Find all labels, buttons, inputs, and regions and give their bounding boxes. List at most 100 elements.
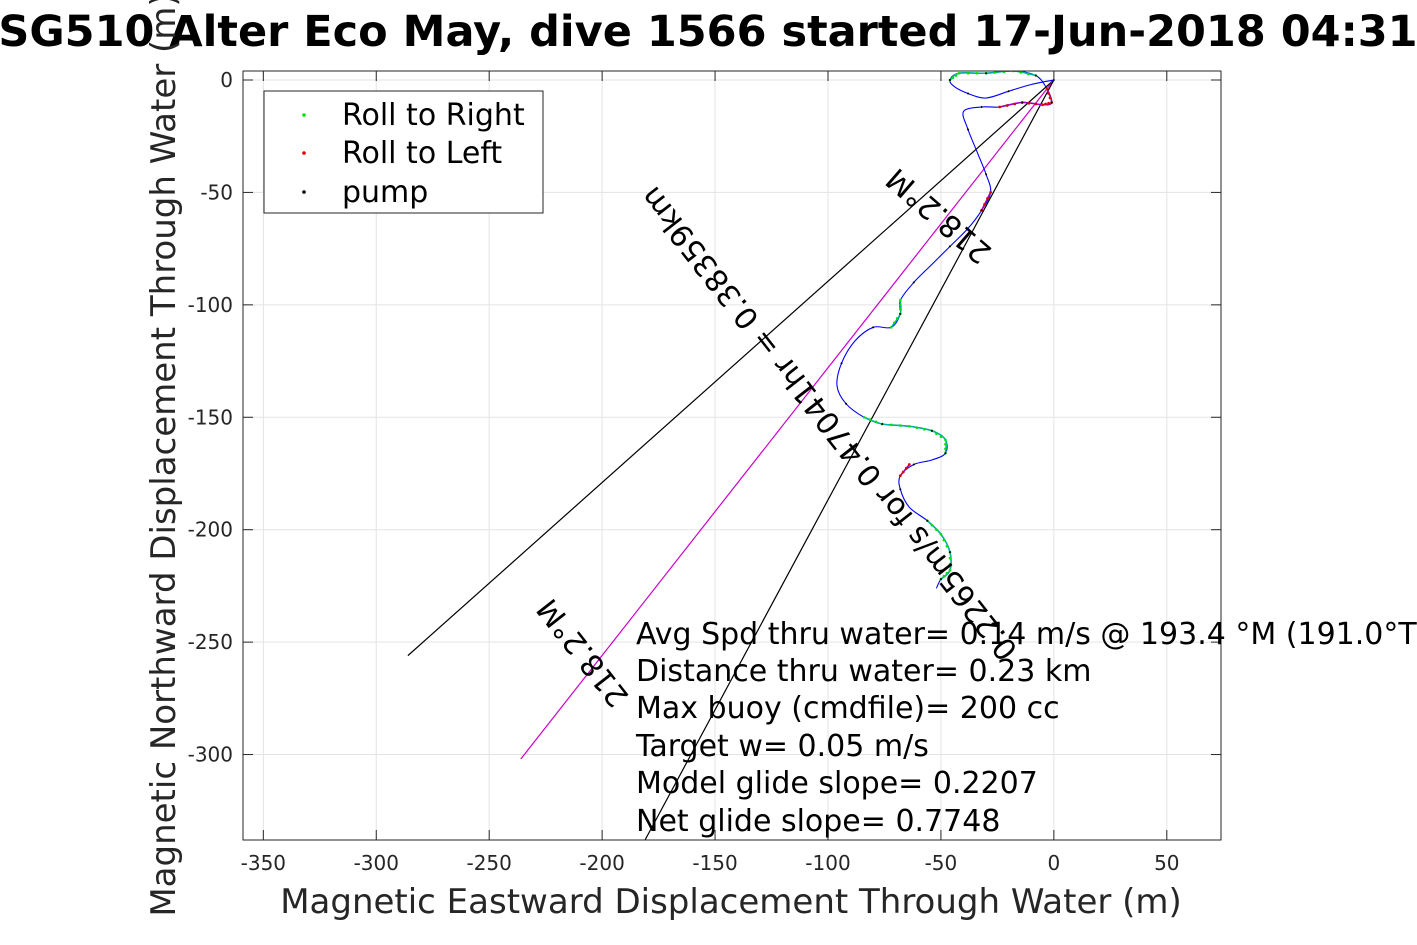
legend-marker-roll-left — [302, 151, 306, 155]
roll-right-point — [945, 571, 949, 575]
pump-point — [944, 452, 947, 455]
roll-right-point — [930, 523, 934, 527]
roll-right-point — [993, 71, 997, 74]
roll-left-point — [998, 105, 1002, 109]
legend: Roll to Right Roll to Left pump — [263, 90, 544, 214]
legend-marker-roll-right — [302, 113, 306, 117]
stat-model-glide-slope: Model glide slope= 0.2207 — [636, 766, 1038, 801]
legend-box — [263, 90, 544, 214]
stat-target-w: Target w= 0.05 m/s — [635, 729, 929, 764]
pump-point — [845, 402, 848, 405]
roll-left-point — [989, 191, 993, 194]
pump-point — [985, 173, 988, 176]
roll-left-point — [904, 466, 908, 470]
y-axis-label: Magnetic Northward Displacement Through … — [144, 0, 184, 917]
ray-middle — [520, 79, 1055, 760]
x-tick-label: -300 — [354, 851, 399, 875]
pump-point — [948, 551, 951, 554]
roll-right-point — [898, 308, 902, 311]
pump-point — [912, 463, 915, 466]
axis-tick-labels: -350 -300 -250 -200 -150 -100 -50 0 50 0 -50 -100 -1… — [188, 68, 1180, 875]
roll-right-point — [948, 562, 952, 566]
plot-frame — [242, 70, 1222, 841]
roll-right-point — [892, 321, 896, 325]
axis-ticks — [243, 71, 1221, 840]
pump-point — [930, 429, 933, 432]
stat-avg-speed: Avg Spd thru water= 0.14 m/s @ 193.4 °M … — [636, 617, 1417, 652]
chart-title: SG510 Alter Eco May, dive 1566 started 1… — [0, 7, 1417, 57]
roll-right-point — [957, 71, 961, 75]
roll-right-point — [898, 299, 902, 302]
y-tick-label: -150 — [188, 405, 233, 429]
roll-right-point — [944, 442, 947, 446]
roll-right-point — [1026, 72, 1030, 76]
pump-point — [1021, 101, 1024, 104]
roll-right-point — [862, 415, 866, 419]
legend-label-roll-right: Roll to Right — [342, 98, 525, 133]
legend-marker-pump — [302, 190, 306, 194]
x-tick-label: 50 — [1154, 851, 1179, 875]
x-tick-label: -350 — [241, 851, 286, 875]
pump-point — [985, 72, 988, 75]
pump-point — [899, 312, 902, 315]
y-tick-label: -300 — [188, 743, 233, 767]
roll-right-point — [874, 420, 878, 424]
roll-right-point — [1002, 71, 1006, 74]
roll-left-point — [1048, 96, 1052, 100]
pump-point — [1050, 101, 1053, 104]
ray-upper — [407, 79, 1055, 657]
roll-left-point — [1045, 87, 1049, 91]
roll-left-point — [1047, 101, 1050, 105]
pump-point — [872, 326, 875, 329]
pump-point — [840, 362, 843, 365]
x-tick-label: -150 — [692, 851, 737, 875]
y-tick-label: -100 — [188, 293, 233, 317]
pump-point — [967, 92, 970, 95]
roll-right-point — [945, 544, 949, 548]
x-tick-label: -100 — [805, 851, 850, 875]
roll-left-point — [898, 474, 902, 478]
roll-right-point — [908, 424, 911, 428]
pump-point — [939, 578, 942, 581]
roll-right-point — [942, 574, 946, 578]
roll-right-point — [966, 71, 970, 75]
pump-point — [948, 245, 951, 248]
pump-point — [967, 128, 970, 131]
roll-right-point — [948, 568, 952, 572]
roll-right-point — [944, 447, 947, 451]
roll-right-point — [889, 326, 893, 329]
legend-label-roll-left: Roll to Left — [342, 136, 502, 171]
roll-left-point — [983, 203, 986, 206]
roll-left-point — [1047, 92, 1050, 95]
pump-point — [980, 209, 983, 212]
x-axis-label: Magnetic Eastward Displacement Through W… — [280, 882, 1182, 922]
roll-right-point — [868, 418, 872, 421]
x-tick-label: -200 — [579, 851, 624, 875]
roll-right-point — [935, 432, 938, 436]
roll-left-point — [901, 470, 905, 474]
stat-max-buoy: Max buoy (cmdfile)= 200 cc — [636, 691, 1060, 726]
x-tick-label: -50 — [925, 851, 958, 875]
x-tick-label: 0 — [1047, 851, 1060, 875]
stat-distance: Distance thru water= 0.23 km — [636, 654, 1091, 689]
y-tick-label: 0 — [220, 68, 233, 92]
roll-right-point — [948, 556, 952, 560]
pump-point — [1034, 74, 1037, 77]
roll-left-point — [1013, 102, 1017, 106]
roll-right-point — [939, 435, 943, 439]
roll-left-point — [907, 463, 911, 466]
pump-point — [948, 78, 951, 81]
stat-net-glide-slope: Net glide slope= 0.7748 — [636, 804, 1000, 839]
glider-track — [836, 71, 1055, 589]
roll-right-point — [889, 423, 893, 427]
roll-right-point — [915, 426, 919, 430]
roll-right-point — [944, 438, 947, 442]
roll-right-point — [898, 303, 902, 307]
roll-left-point — [1005, 104, 1009, 107]
x-tick-label: -250 — [466, 851, 511, 875]
roll-left-point — [1027, 101, 1031, 105]
roll-left-point — [1034, 102, 1038, 106]
y-tick-label: -200 — [188, 518, 233, 542]
pump-point — [926, 519, 929, 522]
